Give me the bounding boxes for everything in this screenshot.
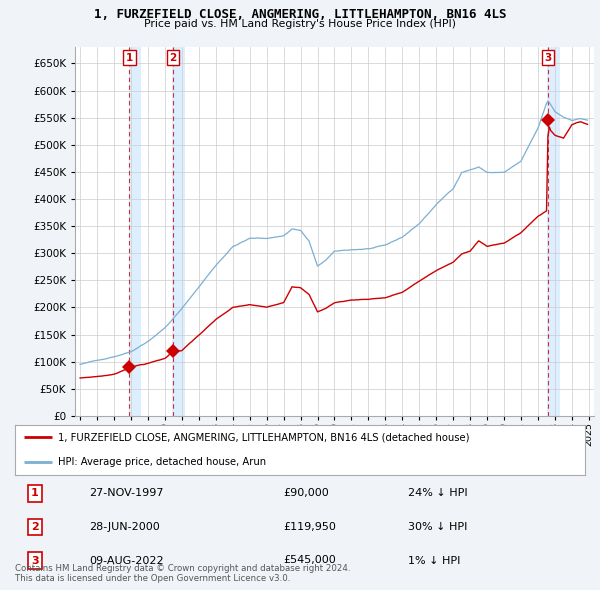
Text: 1, FURZEFIELD CLOSE, ANGMERING, LITTLEHAMPTON, BN16 4LS: 1, FURZEFIELD CLOSE, ANGMERING, LITTLEHA… bbox=[94, 8, 506, 21]
Text: 27-NOV-1997: 27-NOV-1997 bbox=[89, 489, 164, 498]
Text: Price paid vs. HM Land Registry's House Price Index (HPI): Price paid vs. HM Land Registry's House … bbox=[144, 19, 456, 30]
Text: 2: 2 bbox=[170, 53, 177, 63]
Text: 09-AUG-2022: 09-AUG-2022 bbox=[89, 556, 164, 565]
Text: £90,000: £90,000 bbox=[283, 489, 329, 498]
Text: 1, FURZEFIELD CLOSE, ANGMERING, LITTLEHAMPTON, BN16 4LS (detached house): 1, FURZEFIELD CLOSE, ANGMERING, LITTLEHA… bbox=[58, 432, 469, 442]
Text: 1: 1 bbox=[31, 489, 39, 498]
Text: 3: 3 bbox=[31, 556, 39, 565]
Text: 1: 1 bbox=[126, 53, 133, 63]
Bar bbox=[128, 47, 142, 416]
Text: 24% ↓ HPI: 24% ↓ HPI bbox=[408, 489, 468, 498]
Text: HPI: Average price, detached house, Arun: HPI: Average price, detached house, Arun bbox=[58, 457, 266, 467]
Text: 1% ↓ HPI: 1% ↓ HPI bbox=[408, 556, 461, 565]
Text: £545,000: £545,000 bbox=[283, 556, 335, 565]
Bar bbox=[172, 47, 185, 416]
Text: 30% ↓ HPI: 30% ↓ HPI bbox=[408, 522, 467, 532]
Text: £119,950: £119,950 bbox=[283, 522, 336, 532]
Text: 2: 2 bbox=[31, 522, 39, 532]
Text: Contains HM Land Registry data © Crown copyright and database right 2024.
This d: Contains HM Land Registry data © Crown c… bbox=[15, 563, 350, 583]
Text: 28-JUN-2000: 28-JUN-2000 bbox=[89, 522, 160, 532]
Text: 3: 3 bbox=[545, 53, 552, 63]
Bar bbox=[547, 47, 560, 416]
